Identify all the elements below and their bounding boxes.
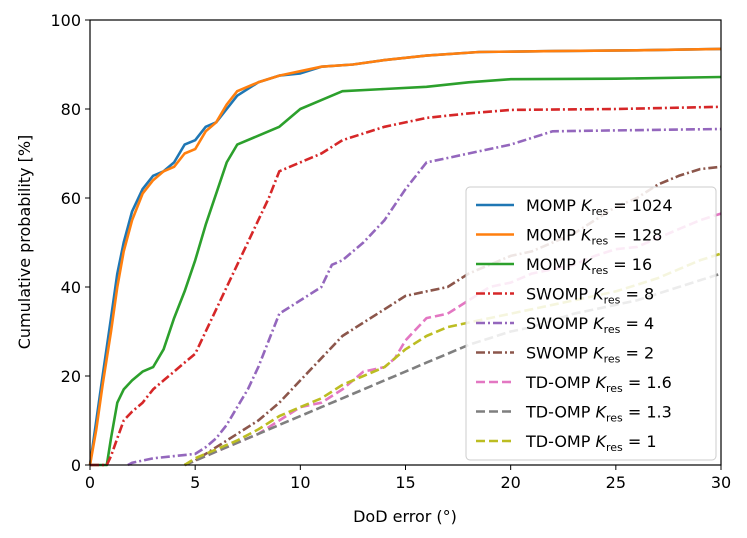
legend-entry-label: SWOMP Kres = 2 [526, 344, 654, 366]
legend-box [465, 186, 717, 461]
series-line-momp-128 [88, 47, 722, 466]
x-tick-label: 20 [500, 473, 520, 492]
y-tick-label: 100 [50, 11, 81, 30]
series-line-td-omp-1-6 [184, 212, 722, 467]
legend-entry-label: MOMP Kres = 16 [526, 255, 652, 277]
x-tick-label: 5 [190, 473, 200, 492]
y-tick-label: 80 [61, 100, 81, 119]
legend-entry-label: TD-OMP Kres = 1 [525, 432, 657, 454]
series-line-swomp-8 [90, 105, 722, 467]
y-tick-label: 60 [61, 189, 81, 208]
series-line-momp-16 [90, 75, 722, 467]
x-tick-label: 25 [606, 473, 626, 492]
x-axis-label: DoD error (°) [353, 507, 457, 526]
x-tick-label: 30 [711, 473, 731, 492]
legend-entry-label: TD-OMP Kres = 1.3 [525, 403, 672, 425]
legend-entry-label: SWOMP Kres = 4 [526, 314, 654, 336]
legend-entry-label: SWOMP Kres = 8 [526, 285, 654, 307]
y-tick-label: 0 [71, 456, 81, 475]
x-tick-label: 10 [290, 473, 310, 492]
y-tick-label: 20 [61, 367, 81, 386]
legend-entry-label: MOMP Kres = 128 [526, 226, 662, 248]
x-axis-ticks: 0 5 10 15 20 25 30 [85, 465, 731, 492]
x-tick-label: 0 [85, 473, 95, 492]
y-tick-label: 40 [61, 278, 81, 297]
y-axis-ticks: 0 20 40 60 80 100 [50, 11, 90, 475]
legend-entry-label: TD-OMP Kres = 1.6 [525, 373, 672, 395]
legend-entry-label: MOMP Kres = 1024 [526, 196, 673, 218]
y-axis-label: Cumulative probability [%] [15, 135, 34, 350]
series-line-swomp-2 [184, 165, 722, 467]
x-tick-label: 15 [395, 473, 415, 492]
series-line-swomp-4 [127, 127, 722, 467]
legend: MOMP Kres = 1024 MOMP Kres = 128 MOMP Kres… [465, 186, 717, 461]
